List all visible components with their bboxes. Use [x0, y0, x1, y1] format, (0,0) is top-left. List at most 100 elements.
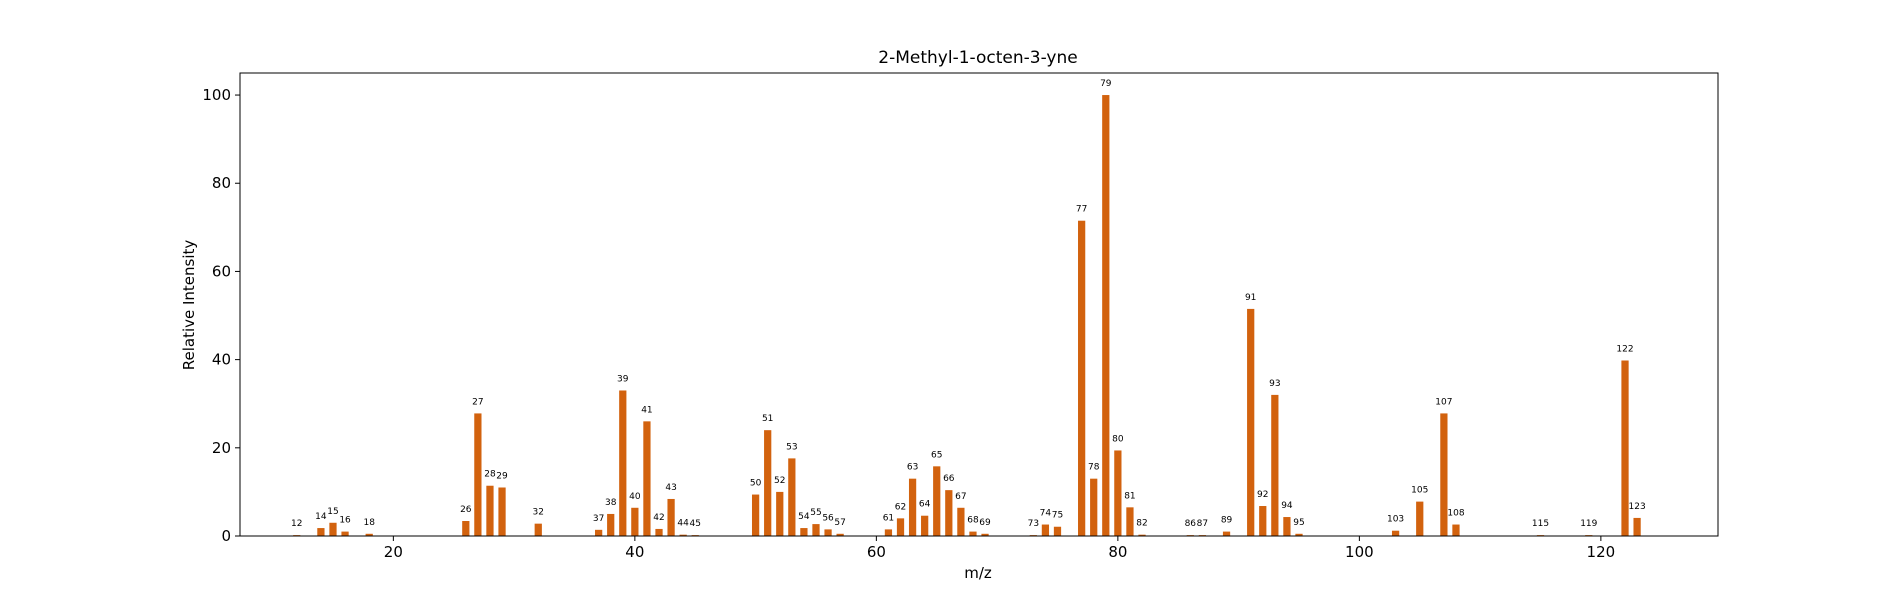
bar-label-mz-44: 44 — [677, 519, 689, 529]
bar-label-mz-32: 32 — [533, 508, 544, 518]
bar-mz-80 — [1114, 450, 1122, 536]
bar-label-mz-53: 53 — [786, 442, 797, 452]
bar-mz-66 — [945, 490, 953, 536]
bar-mz-39 — [619, 390, 627, 536]
bar-mz-64 — [921, 515, 929, 536]
bar-label-mz-89: 89 — [1221, 516, 1233, 526]
x-tick-label-100: 100 — [1345, 543, 1374, 561]
bar-label-mz-55: 55 — [810, 508, 821, 518]
bar-label-mz-62: 62 — [895, 502, 906, 512]
x-tick-label-20: 20 — [384, 543, 403, 561]
bar-label-mz-82: 82 — [1136, 519, 1147, 529]
bar-mz-29 — [498, 487, 506, 536]
chart-title: 2-Methyl-1-octen-3-yne — [878, 48, 1077, 68]
bar-mz-65 — [933, 466, 941, 536]
bar-mz-103 — [1391, 530, 1400, 536]
bar-label-mz-15: 15 — [327, 507, 338, 517]
bar-label-mz-56: 56 — [822, 513, 834, 523]
bar-label-mz-29: 29 — [496, 471, 508, 481]
bar-label-mz-39: 39 — [617, 374, 629, 384]
ticks-layer: 20 40 60 80 100 120 0 20 40 60 80 100 — [202, 86, 1615, 561]
bar-mz-105 — [1416, 501, 1424, 536]
bar-label-mz-68: 68 — [967, 516, 979, 526]
bar-label-mz-64: 64 — [919, 500, 931, 510]
bar-label-mz-63: 63 — [907, 463, 918, 473]
bar-mz-82 — [1138, 534, 1146, 536]
bar-mz-43 — [667, 498, 675, 536]
bar-mz-63 — [908, 478, 917, 536]
y-axis-label: Relative Intensity — [180, 240, 198, 371]
bar-label-mz-45: 45 — [690, 519, 701, 529]
bar-mz-55 — [812, 524, 820, 536]
bar-mz-16 — [341, 531, 349, 536]
bar-mz-67 — [957, 507, 965, 536]
y-tick-label-60: 60 — [212, 262, 231, 280]
x-tick-label-80: 80 — [1108, 543, 1127, 561]
bar-label-mz-78: 78 — [1088, 463, 1100, 473]
bar-mz-93 — [1271, 394, 1279, 536]
bar-label-mz-26: 26 — [460, 505, 472, 515]
bar-mz-61 — [884, 529, 893, 536]
y-tick-label-100: 100 — [202, 86, 231, 104]
bar-label-mz-115: 115 — [1532, 519, 1549, 529]
bar-label-mz-77: 77 — [1076, 205, 1087, 215]
bar-mz-57 — [836, 533, 844, 536]
bar-label-mz-66: 66 — [943, 474, 955, 484]
bar-mz-26 — [462, 521, 470, 536]
bar-label-mz-74: 74 — [1040, 509, 1052, 519]
bar-label-mz-80: 80 — [1112, 434, 1124, 444]
bar-label-mz-18: 18 — [363, 518, 375, 528]
y-tick-label-0: 0 — [221, 527, 231, 545]
bar-label-mz-40: 40 — [629, 492, 641, 502]
bar-label-mz-93: 93 — [1269, 379, 1280, 389]
bar-mz-51 — [764, 430, 772, 536]
bar-mz-62 — [896, 518, 905, 536]
bars-layer — [293, 95, 1641, 537]
bar-label-mz-43: 43 — [665, 483, 676, 493]
bar-mz-92 — [1259, 506, 1267, 536]
bar-label-mz-86: 86 — [1185, 519, 1197, 529]
bar-label-mz-75: 75 — [1052, 511, 1063, 521]
bar-label-mz-107: 107 — [1435, 397, 1452, 407]
bar-mz-40 — [631, 507, 639, 536]
bar-label-mz-52: 52 — [774, 476, 785, 486]
bar-label-mz-67: 67 — [955, 492, 966, 502]
bar-label-mz-57: 57 — [834, 518, 845, 528]
y-tick-label-80: 80 — [212, 174, 231, 192]
bar-label-mz-108: 108 — [1447, 509, 1464, 519]
bar-mz-54 — [800, 528, 808, 536]
y-tick-label-20: 20 — [212, 439, 231, 457]
bar-label-mz-14: 14 — [315, 512, 327, 522]
bar-mz-79 — [1102, 95, 1110, 537]
x-tick-label-40: 40 — [625, 543, 644, 561]
bar-label-mz-87: 87 — [1197, 519, 1208, 529]
bar-mz-68 — [969, 531, 977, 536]
bar-label-mz-28: 28 — [484, 470, 496, 480]
bar-mz-52 — [776, 491, 784, 536]
bar-label-mz-27: 27 — [472, 397, 483, 407]
bar-mz-107 — [1440, 413, 1448, 536]
bar-mz-74 — [1041, 524, 1050, 536]
bar-label-mz-103: 103 — [1387, 515, 1404, 525]
bar-label-mz-51: 51 — [762, 414, 773, 424]
bar-label-mz-65: 65 — [931, 450, 942, 460]
bar-mz-44 — [679, 534, 687, 536]
bar-label-mz-38: 38 — [605, 498, 617, 508]
bar-mz-81 — [1126, 507, 1134, 536]
bar-mz-38 — [607, 513, 615, 536]
bar-mz-91 — [1247, 308, 1255, 536]
bar-mz-69 — [981, 533, 989, 536]
bar-label-mz-105: 105 — [1411, 486, 1428, 496]
bar-label-mz-119: 119 — [1580, 519, 1597, 529]
bar-mz-53 — [788, 458, 796, 536]
bar-mz-56 — [824, 529, 832, 536]
bar-label-mz-92: 92 — [1257, 490, 1268, 500]
bar-mz-122 — [1621, 360, 1629, 536]
bar-mz-94 — [1283, 517, 1291, 536]
bar-label-mz-61: 61 — [883, 513, 894, 523]
bar-mz-89 — [1222, 531, 1231, 536]
bar-label-mz-123: 123 — [1629, 502, 1646, 512]
